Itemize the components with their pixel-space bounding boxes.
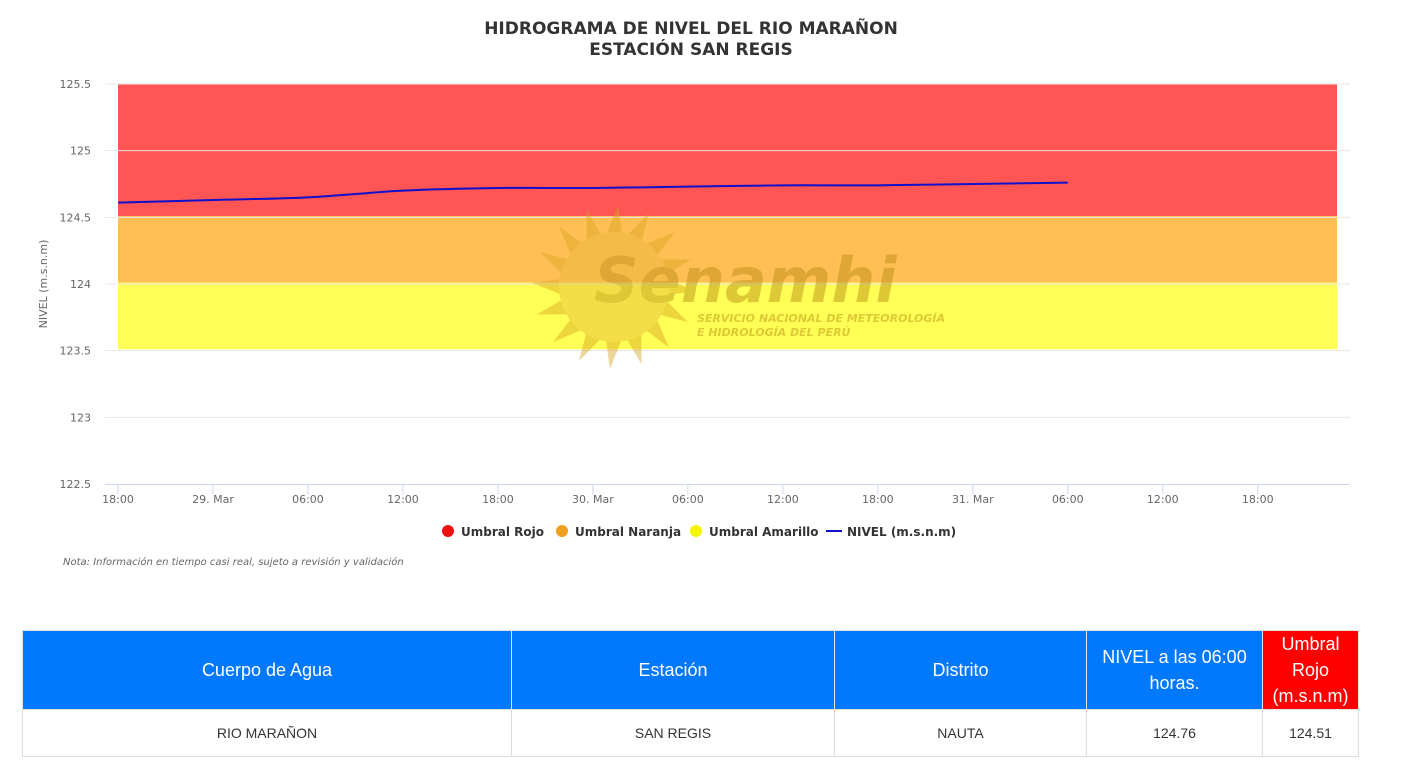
sun-ray	[532, 278, 563, 296]
watermark-line1: SERVICIO NACIONAL DE METEOROLOGÍA	[697, 312, 945, 325]
sun-ray	[536, 298, 570, 315]
x-tick-label: 18:00	[102, 493, 134, 506]
table-row: RIO MARAÑON SAN REGIS NAUTA 124.76 124.5…	[22, 709, 1359, 757]
legend-item-umbral-amarillo: Umbral Amarillo	[690, 525, 819, 539]
x-tick-label: 06:00	[672, 493, 704, 506]
x-tick-label: 29. Mar	[192, 493, 234, 506]
sun-ray	[586, 209, 603, 243]
header-umbral-rojo: Umbral Rojo (m.s.n.m)	[1262, 630, 1359, 710]
x-tick-label: 12:00	[387, 493, 419, 506]
sun-ray	[605, 338, 623, 369]
station-summary-table: Cuerpo de Agua Estación Distrito NIVEL a…	[22, 630, 1359, 757]
threshold-band-umbral-rojo	[118, 84, 1337, 216]
sun-ray	[625, 212, 650, 243]
cell-nivel-06: 124.76	[1086, 709, 1263, 757]
y-tick-label: 123	[70, 411, 91, 424]
y-tick-label: 124.5	[60, 211, 92, 224]
chart-svg: HIDROGRAMA DE NIVEL DEL RIO MARAÑONESTAC…	[37, 16, 1350, 568]
legend-marker	[442, 525, 454, 537]
x-tick-label: 30. Mar	[572, 493, 614, 506]
x-tick-label: 06:00	[1052, 493, 1084, 506]
chart-title: HIDROGRAMA DE NIVEL DEL RIO MARAÑON	[484, 16, 898, 39]
sun-ray	[553, 317, 584, 343]
sun-ray	[625, 331, 642, 365]
threshold-band-umbral-amarillo	[118, 282, 1337, 350]
sun-ray	[578, 331, 603, 362]
sun-ray	[644, 231, 675, 257]
header-estacion: Estación	[511, 630, 835, 710]
y-tick-label: 124	[70, 278, 91, 291]
chart-note: Nota: Información en tiempo casi real, s…	[63, 556, 404, 568]
sun-disc	[559, 232, 669, 342]
legend-item-nivel-m-s-n-m-: NIVEL (m.s.n.m)	[826, 525, 956, 539]
legend-item-umbral-naranja: Umbral Naranja	[556, 525, 681, 539]
sun-ray	[658, 259, 692, 276]
sun-ray	[644, 317, 670, 348]
x-tick-label: 12:00	[1147, 493, 1179, 506]
y-tick-label: 125.5	[60, 78, 92, 91]
legend-label: Umbral Rojo	[461, 525, 544, 539]
header-cuerpo-de-agua: Cuerpo de Agua	[22, 630, 512, 710]
legend-marker	[690, 525, 702, 537]
cell-distrito: NAUTA	[834, 709, 1087, 757]
sun-ray	[605, 205, 623, 236]
sun-ray	[665, 278, 696, 296]
sun-ray	[658, 298, 689, 323]
x-tick-label: 31. Mar	[952, 493, 994, 506]
cell-umbral-rojo: 124.51	[1262, 709, 1359, 757]
x-tick-label: 18:00	[1242, 493, 1274, 506]
series-line-nivel	[117, 181, 1068, 204]
x-tick-label: 06:00	[292, 493, 324, 506]
header-nivel-06: NIVEL a las 06:00 horas.	[1086, 630, 1263, 710]
x-tick-label: 18:00	[482, 493, 514, 506]
y-tick-label: 123.5	[60, 345, 92, 358]
threshold-band-umbral-naranja	[118, 216, 1337, 283]
watermark-brand: Senamhi	[594, 244, 897, 317]
hydrograph-chart: HIDROGRAMA DE NIVEL DEL RIO MARAÑON ESTAC…	[37, 16, 1350, 568]
y-axis-label: NIVEL (m.s.n.m)	[37, 240, 50, 329]
y-tick-label: 122.5	[60, 478, 92, 491]
cell-cuerpo-de-agua: RIO MARAÑON	[22, 709, 512, 757]
header-distrito: Distrito	[834, 630, 1087, 710]
sun-ray	[558, 226, 584, 257]
cell-estacion: SAN REGIS	[511, 709, 835, 757]
chart-subtitle: ESTACIÓN SAN REGIS	[589, 38, 792, 60]
legend-label: Umbral Naranja	[575, 525, 681, 539]
y-tick-label: 125	[70, 145, 91, 158]
sun-ray	[539, 251, 570, 276]
watermark-line2: E HIDROLOGÍA DEL PERÚ	[697, 326, 851, 339]
legend-label: Umbral Amarillo	[709, 525, 819, 539]
legend-label: NIVEL (m.s.n.m)	[847, 525, 956, 539]
x-tick-label: 12:00	[767, 493, 799, 506]
legend-marker	[556, 525, 568, 537]
x-tick-label: 18:00	[862, 493, 894, 506]
legend-item-umbral-rojo: Umbral Rojo	[442, 525, 544, 539]
table-header-row: Cuerpo de Agua Estación Distrito NIVEL a…	[22, 630, 1359, 710]
